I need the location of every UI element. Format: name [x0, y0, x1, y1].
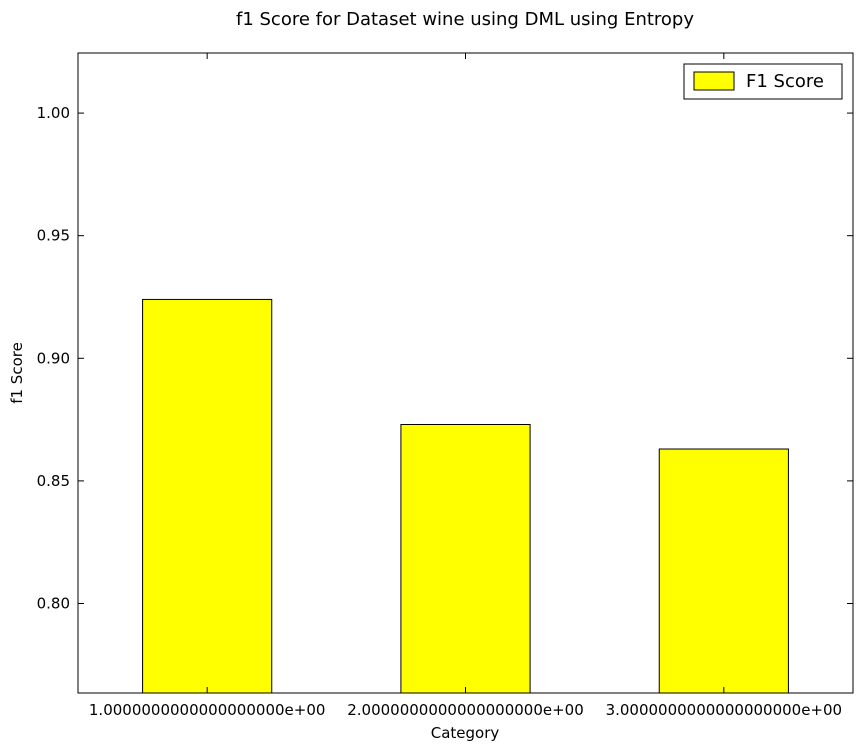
y-tick-label-5: 1.00 — [37, 104, 70, 122]
bars-layer — [142, 298, 789, 694]
x-axis-label: Category — [431, 724, 500, 742]
legend-swatch-f1-score — [693, 71, 735, 91]
y-tick-label-2: 0.85 — [37, 472, 70, 490]
y-axis-label: f1 Score — [8, 342, 26, 404]
y-tick-label-1: 0.80 — [37, 594, 70, 612]
x-tick-label-3: 3.0000000000000000000e+00 — [606, 701, 843, 719]
chart-title: f1 Score for Dataset wine using DML usin… — [236, 9, 694, 30]
legend-label-f1-score: F1 Score — [746, 71, 824, 92]
bar-3 — [658, 448, 789, 694]
y-tick-label-4: 0.95 — [37, 227, 70, 245]
legend: F1 Score — [683, 63, 843, 100]
x-tick-label-1: 1.0000000000000000000e+00 — [89, 701, 326, 719]
bar-1 — [142, 298, 273, 694]
ticks-layer: 1.0000000000000000000e+00 2.0000000000000… — [37, 53, 853, 719]
y-tick-label-3: 0.90 — [37, 349, 70, 367]
bar-2 — [400, 423, 531, 694]
x-tick-label-2: 2.0000000000000000000e+00 — [347, 701, 584, 719]
